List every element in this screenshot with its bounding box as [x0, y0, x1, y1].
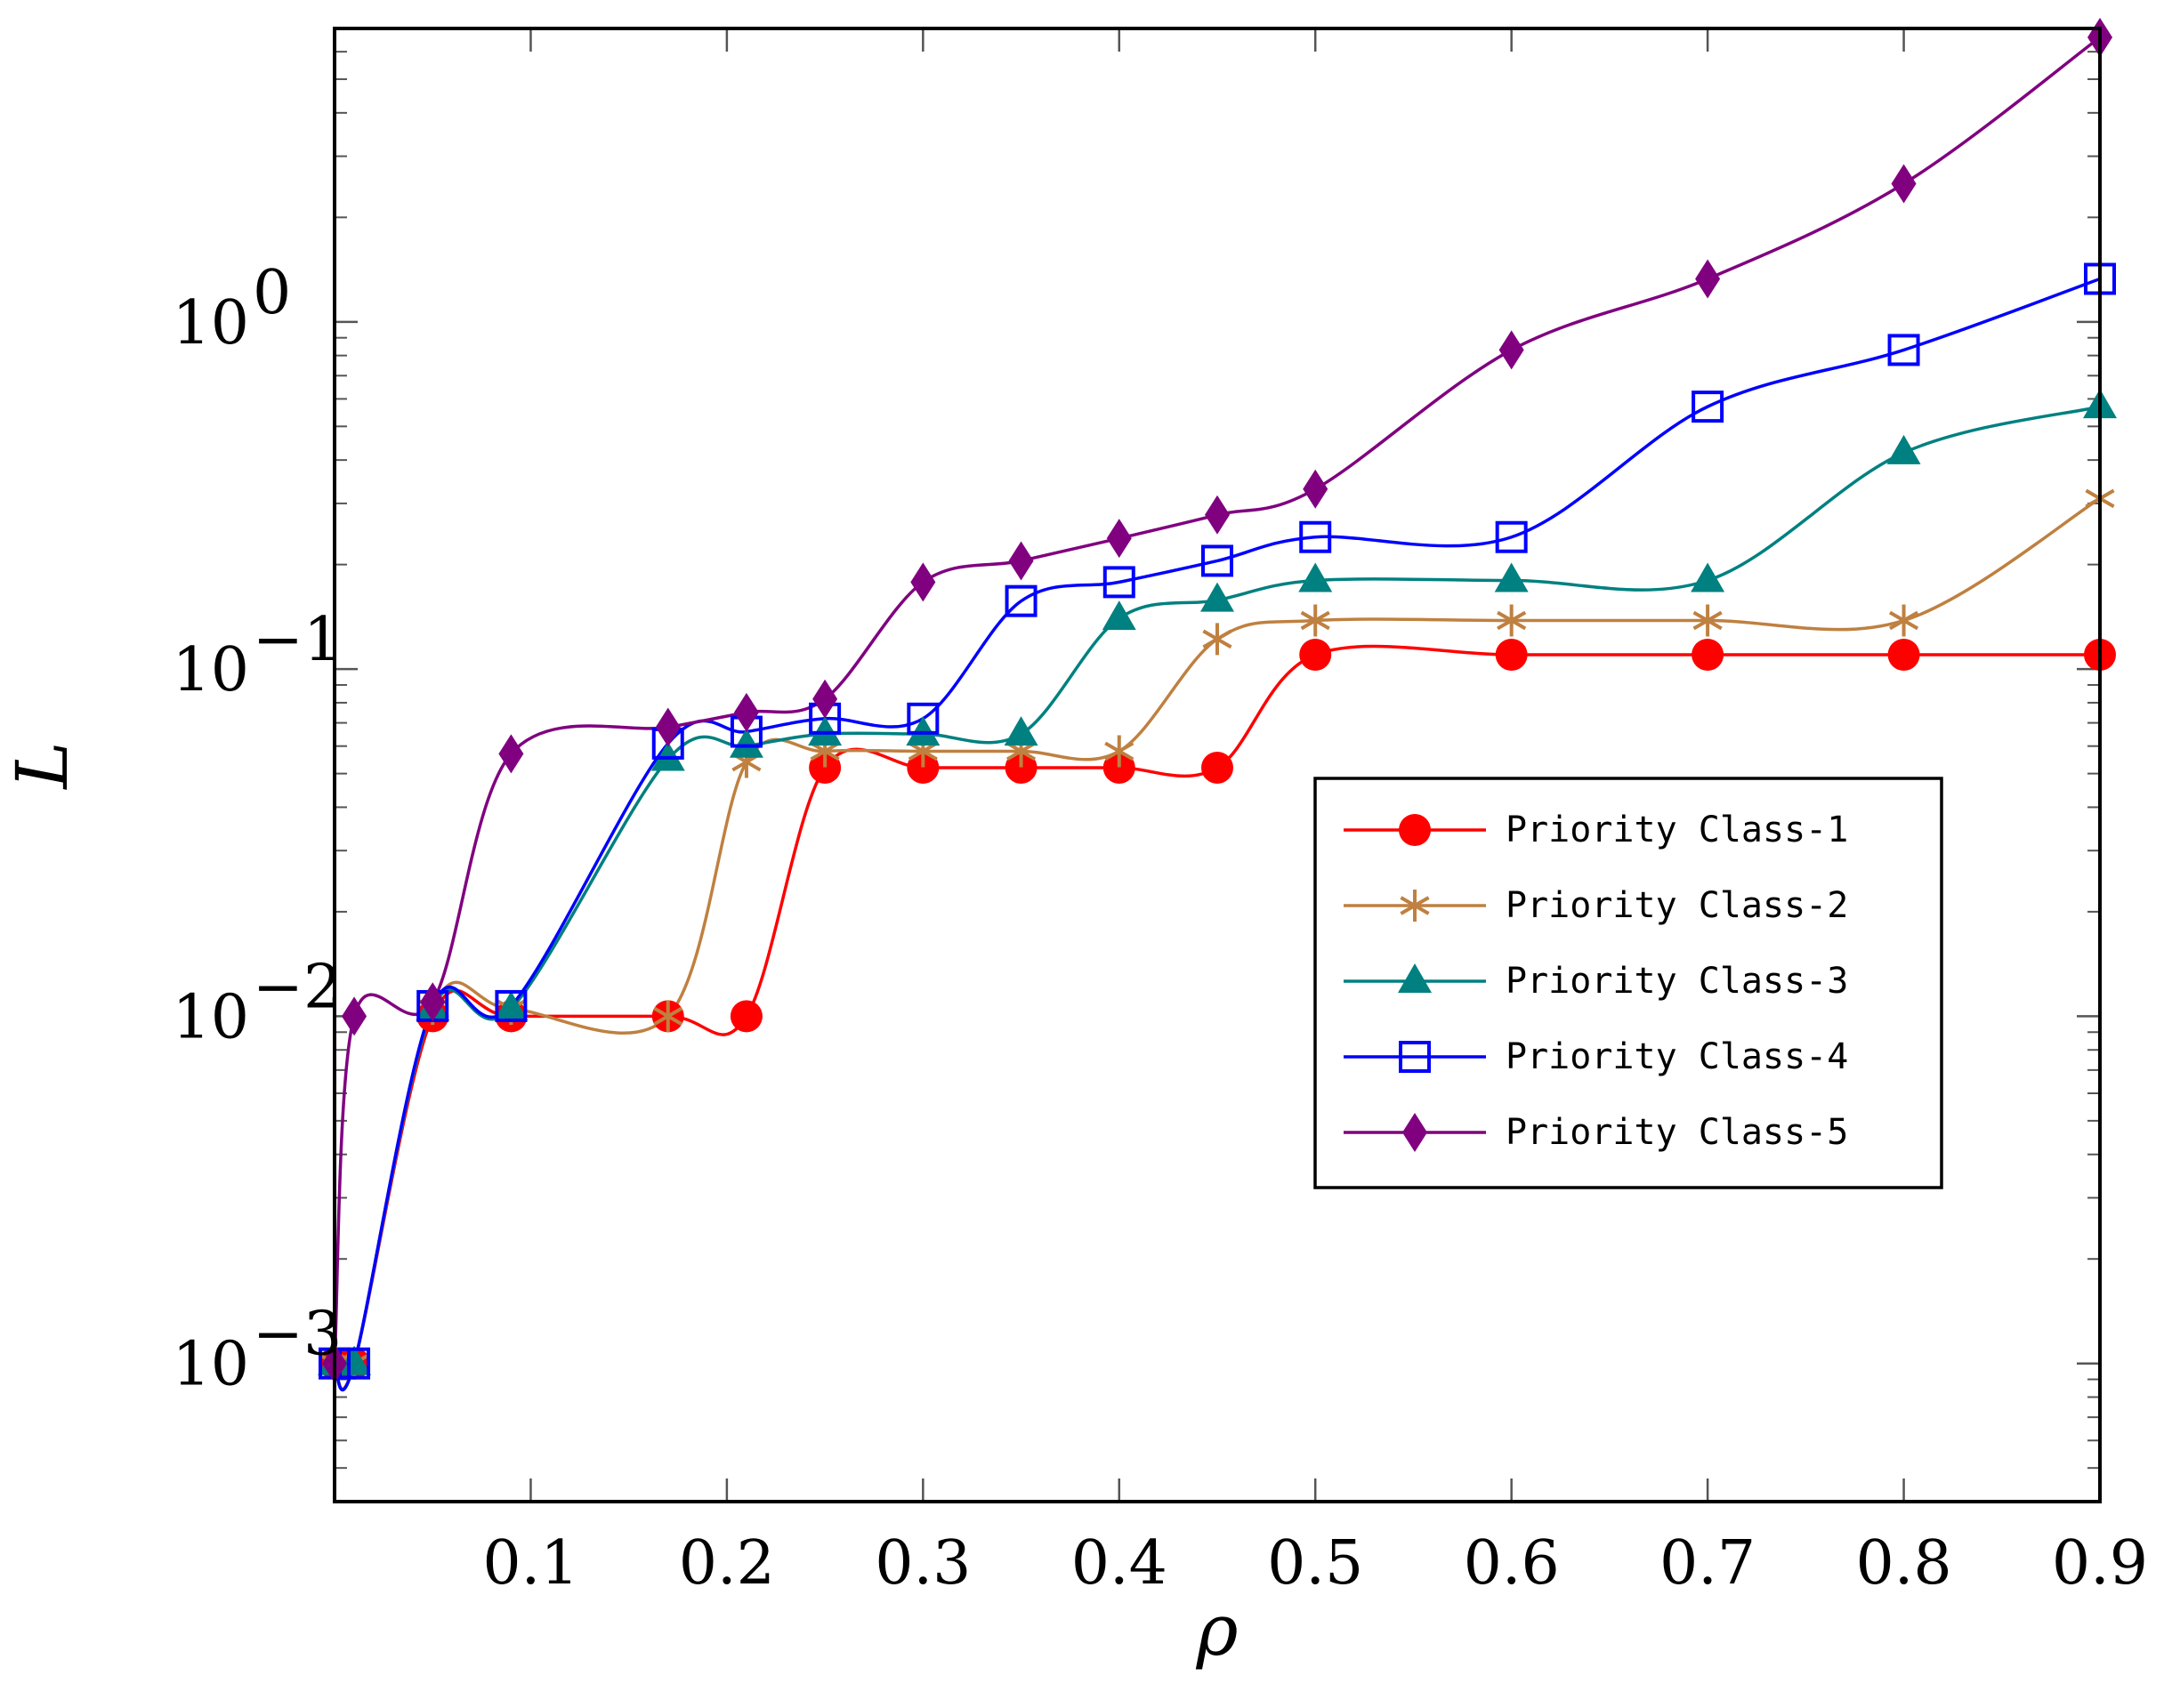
data-point-class-3: [808, 716, 843, 746]
data-point-class-1: [1005, 751, 1038, 784]
data-point-class-2: [1202, 623, 1232, 656]
legend-label: Priority Class-5: [1506, 1112, 1848, 1153]
series-markers: [318, 17, 2117, 1383]
data-point-class-1: [809, 751, 842, 784]
legend-marker: [1398, 963, 1432, 993]
legend: Priority Class-1 Priority Class-2 Priority…: [1313, 777, 1943, 1189]
legend-marker: [1399, 814, 1431, 846]
x-tick-label: 0.1: [482, 1528, 578, 1599]
data-point-class-5: [1106, 519, 1132, 559]
x-axis-title: ρ: [1195, 1589, 1238, 1672]
x-tick-label: 0.8: [1855, 1528, 1951, 1599]
data-point-class-4: [1299, 520, 1332, 553]
x-tick-labels: 0.1 0.2 0.3 0.4 0.5 0.6 0.7 0.8 0.9: [482, 1528, 2148, 1599]
data-point-class-4: [1692, 391, 1724, 423]
data-point-class-1: [1299, 638, 1332, 671]
data-point-class-4: [1005, 584, 1038, 617]
data-point-class-5: [1008, 541, 1034, 581]
data-point-class-3: [906, 716, 941, 746]
data-point-class-3: [494, 991, 529, 1021]
legend-marker: [1402, 1113, 1427, 1152]
x-tick-label: 0.5: [1267, 1528, 1363, 1599]
x-tick-label: 0.6: [1464, 1528, 1560, 1599]
y-tick-exponent: −2: [253, 952, 342, 1022]
data-point-class-4: [1495, 520, 1528, 553]
legend-label: Priority Class-3: [1506, 961, 1848, 1002]
data-point-class-5: [812, 679, 838, 719]
plot-frame: [333, 27, 2102, 1503]
data-point-class-1: [1102, 751, 1135, 784]
y-tick-exponent: −1: [253, 605, 342, 675]
data-point-class-4: [1102, 566, 1135, 599]
data-point-class-3: [1102, 600, 1136, 631]
data-point-class-1: [1495, 638, 1528, 671]
x-tick-label: 0.2: [679, 1528, 775, 1599]
data-point-class-1: [730, 1000, 763, 1033]
data-point-class-2: [1888, 604, 1919, 637]
y-tick-label: 10: [172, 288, 249, 359]
x-tick-label: 0.4: [1071, 1528, 1167, 1599]
data-point-class-3: [1691, 562, 1725, 592]
x-tick-label: 0.3: [875, 1528, 971, 1599]
y-tick-exponent: 0: [253, 258, 291, 328]
data-point-class-3: [1886, 434, 1921, 464]
legend-label: Priority Class-4: [1506, 1036, 1848, 1077]
data-point-class-5: [498, 734, 524, 774]
legend-label: Priority Class-1: [1506, 810, 1848, 850]
data-point-class-3: [1004, 716, 1038, 746]
data-point-class-3: [1494, 562, 1529, 592]
data-point-class-1: [1692, 638, 1724, 671]
data-point-class-5: [420, 982, 446, 1022]
data-point-class-5: [910, 562, 936, 602]
data-point-class-5: [342, 996, 367, 1036]
data-point-class-5: [1303, 469, 1328, 509]
x-tick-label: 0.9: [2052, 1528, 2148, 1599]
data-point-class-2: [1497, 604, 1527, 637]
data-point-class-3: [1298, 562, 1333, 592]
data-point-class-4: [907, 702, 940, 735]
data-point-class-2: [1300, 604, 1330, 637]
data-point-class-4: [1201, 544, 1233, 577]
data-point-class-2: [1692, 604, 1723, 637]
data-point-class-3: [729, 728, 763, 758]
legend-label: Priority Class-2: [1506, 885, 1848, 926]
series-line-class-4: [333, 277, 2101, 1392]
legend-marker: [1399, 1041, 1431, 1073]
data-point-class-1: [907, 751, 940, 784]
y-tick-label: 10: [172, 982, 249, 1052]
data-point-class-5: [1498, 330, 1524, 370]
data-point-class-4: [495, 989, 528, 1022]
data-point-class-5: [1891, 164, 1917, 204]
data-point-class-2: [653, 1000, 683, 1033]
data-point-class-5: [1695, 259, 1721, 299]
data-point-class-2: [1104, 735, 1134, 768]
data-point-class-1: [1887, 638, 1920, 671]
y-tick-label: 10: [172, 1330, 249, 1400]
y-tick-exponent: −3: [253, 1300, 342, 1370]
data-point-class-3: [1200, 582, 1234, 612]
data-point-class-5: [733, 692, 759, 732]
data-point-class-5: [1205, 495, 1230, 535]
data-point-class-1: [1201, 751, 1233, 784]
legend-marker: [1400, 890, 1430, 922]
y-tick-label: 10: [172, 635, 249, 705]
x-tick-label: 0.7: [1659, 1528, 1756, 1599]
data-point-class-3: [337, 1345, 372, 1375]
data-point-class-4: [1887, 334, 1920, 367]
data-point-class-5: [655, 707, 681, 747]
y-axis-title: L: [1, 741, 84, 790]
